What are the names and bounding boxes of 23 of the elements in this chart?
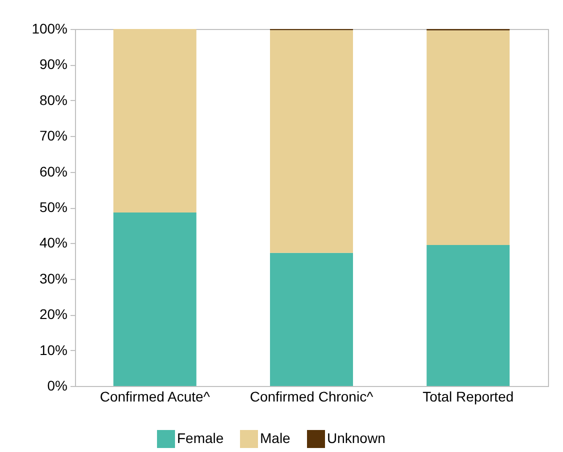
bar xyxy=(270,252,354,386)
y-tick-label: 60% xyxy=(39,163,68,180)
bar xyxy=(270,30,354,253)
legend-label: Unknown xyxy=(327,430,386,446)
y-tick-label: 90% xyxy=(39,56,68,72)
y-tick-label: 10% xyxy=(39,342,68,358)
bar xyxy=(113,29,196,212)
y-tick-label: 20% xyxy=(39,306,68,322)
y-tick-label: 80% xyxy=(39,92,68,108)
y-tick-label: 40% xyxy=(39,234,68,251)
y-tick-label: 50% xyxy=(39,199,68,215)
legend-label: Female xyxy=(177,430,224,446)
bar xyxy=(426,30,510,245)
x-tick-label: Confirmed Chronic^ xyxy=(250,388,374,404)
x-tick-label: Total Reported xyxy=(422,388,514,404)
y-tick-label: 0% xyxy=(47,378,68,394)
bar xyxy=(113,212,196,386)
x-tick-label: Confirmed Acute^ xyxy=(100,388,210,404)
bar xyxy=(426,244,510,386)
y-tick-label: 70% xyxy=(39,128,68,144)
y-tick-label: 30% xyxy=(39,270,68,286)
legend-label: Male xyxy=(260,430,291,446)
y-tick-label: 100% xyxy=(32,20,68,36)
